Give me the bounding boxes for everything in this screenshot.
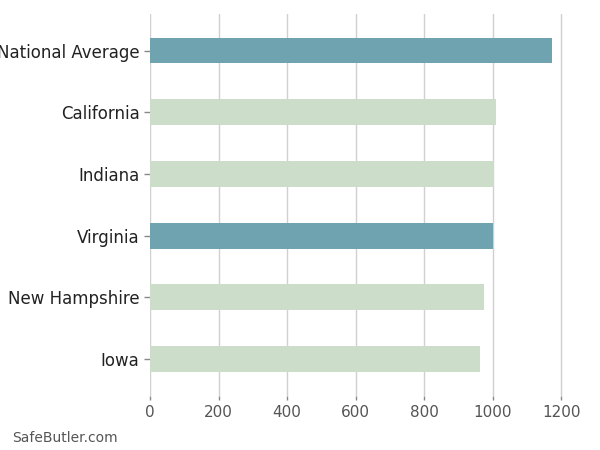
Bar bbox=[150, 346, 480, 372]
Bar bbox=[150, 99, 496, 125]
Bar bbox=[150, 37, 552, 63]
Bar bbox=[150, 223, 493, 248]
Bar bbox=[150, 284, 484, 310]
Bar bbox=[150, 161, 494, 187]
Text: SafeButler.com: SafeButler.com bbox=[12, 432, 118, 446]
